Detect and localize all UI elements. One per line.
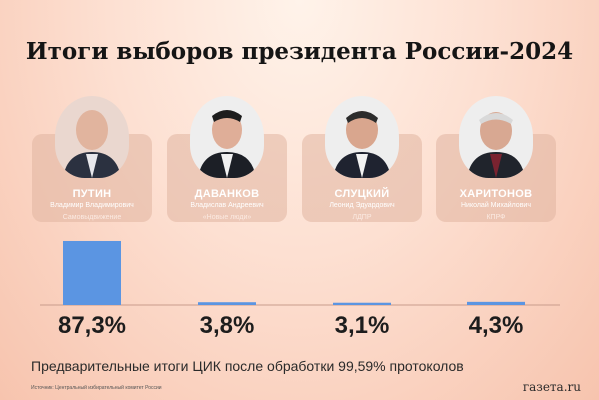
candidate-first-name: Владислав Андреевич [190,202,264,209]
candidate-photo [325,96,399,178]
footnote: Предварительные итоги ЦИК после обработк… [31,358,464,374]
bar-слуцкий [333,302,391,305]
candidate-photo [190,96,264,178]
candidate-party: Самовыдвижение [62,214,122,221]
candidate-first-name: Владимир Владимирович [50,202,134,209]
candidate-photo [55,96,129,178]
candidate-party: ЛДПР [352,214,372,221]
bar-даванков [198,302,256,305]
data-label: 3,1% [334,312,390,339]
candidate-photo [459,96,533,178]
candidate-surname: ПУТИН [72,188,112,200]
candidate-first-name: Леонид Эдуардович [329,202,395,209]
data-label: 4,3% [468,312,524,339]
candidate-first-name: Николай Михайлович [461,202,531,209]
candidate-surname: ДАВАНКОВ [194,188,260,200]
candidate-surname: СЛУЦКИЙ [334,188,390,200]
data-label: 87,3% [57,312,127,339]
candidate-party: «Новые люди» [202,214,252,221]
candidate-surname: ХАРИТОНОВ [459,188,533,200]
source-text: Источник: Центральный избирательный коми… [31,385,162,391]
bar-путин [63,240,121,305]
data-label: 3,8% [199,312,255,339]
chart-title: Итоги выборов президента России-2024 [25,38,574,65]
brand-logo: газета.ru [522,380,581,394]
candidate-party: КПРФ [486,214,506,221]
bar-харитонов [467,301,525,305]
